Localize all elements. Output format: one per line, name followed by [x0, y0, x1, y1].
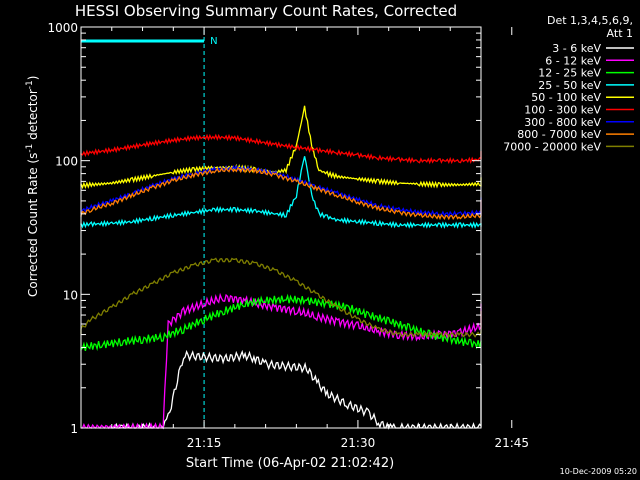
- legend-header-line2: Att 1: [607, 27, 633, 40]
- series-line: [80, 166, 482, 221]
- series-line: [80, 164, 482, 218]
- y-axis-label: Corrected Count Rate (s-1 detector-1): [25, 76, 40, 297]
- night-marker-label: N: [210, 36, 217, 47]
- series-800-7000kev: [80, 166, 482, 221]
- legend-item: 7000 - 20000 keV: [503, 140, 634, 153]
- legend-label: 6 - 12 keV: [545, 54, 601, 67]
- legend-item: 800 - 7000 keV: [517, 128, 634, 141]
- plot-frame: [80, 26, 482, 429]
- x-tick-label: 21:15: [187, 436, 222, 450]
- series-line: [80, 105, 482, 190]
- legend-label: 3 - 6 keV: [552, 42, 601, 55]
- legend-item: 100 - 300 keV: [524, 104, 634, 117]
- y-axis-label-sup1: -1: [25, 144, 35, 153]
- y-axis-label-part2: detector: [26, 89, 40, 144]
- legend-label: 50 - 100 keV: [531, 91, 601, 104]
- series-100-300kev: [80, 133, 482, 165]
- y-axis-label-part1: Corrected Count Rate (s: [26, 153, 40, 297]
- legend-item: 12 - 25 keV: [538, 67, 634, 80]
- legend-label: 100 - 300 keV: [524, 104, 601, 117]
- series-25-50kev: [80, 156, 482, 229]
- series-line: [80, 133, 482, 165]
- legend-item: 6 - 12 keV: [545, 54, 634, 67]
- legend-label: 800 - 7000 keV: [517, 128, 601, 141]
- x-axis-label: Start Time (06-Apr-02 21:02:42): [186, 456, 394, 471]
- y-tick-label: 100: [55, 155, 78, 169]
- legend-header-line1: Det 1,3,4,5,6,9,: [547, 14, 633, 27]
- series-line: [80, 156, 482, 229]
- legend-item: 50 - 100 keV: [531, 91, 634, 104]
- y-tick-label: 10: [63, 288, 78, 302]
- legend-item: 300 - 800 keV: [524, 116, 634, 129]
- legend-label: 300 - 800 keV: [524, 116, 601, 129]
- x-tick-label: 21:45: [494, 436, 529, 450]
- chart-title: HESSI Observing Summary Count Rates, Cor…: [75, 2, 457, 20]
- y-tick-label: 1000: [47, 21, 78, 35]
- legend-item: 3 - 6 keV: [552, 42, 634, 55]
- legend-label: 25 - 50 keV: [538, 79, 601, 92]
- series-50-100kev: [80, 105, 482, 190]
- x-tick-label: 21:30: [341, 436, 376, 450]
- series-300-800kev: [80, 164, 482, 218]
- legend-label: 12 - 25 keV: [538, 67, 601, 80]
- generation-timestamp: 10-Dec-2009 05:20: [560, 467, 637, 476]
- y-axis-label-sup2: -1: [25, 80, 35, 89]
- y-axis-label-part3: ): [26, 76, 40, 81]
- legend-label: 7000 - 20000 keV: [503, 140, 601, 153]
- legend-item: 25 - 50 keV: [538, 79, 634, 92]
- series-line: [80, 257, 482, 338]
- y-tick-label: 1: [70, 422, 78, 436]
- series-7000-20000kev: [80, 257, 482, 338]
